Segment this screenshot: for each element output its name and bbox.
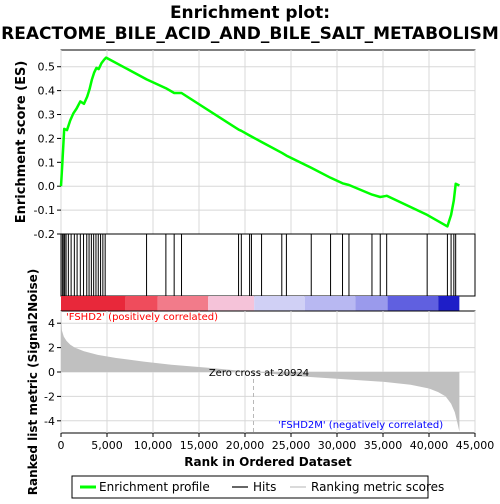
color-bar-segment: [438, 296, 460, 311]
es-panel: -0.2 -0.1 0.0 0.1 0.2 0.3 0.4 0.5 Enrichment sc…: [14, 49, 476, 241]
metric-y-tick-label: -2: [44, 390, 55, 403]
legend: Enrichment profile Hits Ranking metric s…: [71, 475, 444, 499]
x-tick-label: 25,000: [272, 439, 311, 452]
x-tick-label: 45,000: [456, 439, 495, 452]
x-tick-label: 35,000: [364, 439, 403, 452]
es-y-tick-label: 0.4: [38, 85, 56, 98]
metric-y-tick-label: -4: [44, 415, 55, 428]
x-tick-label: 40,000: [410, 439, 449, 452]
color-bar-segment: [125, 296, 158, 311]
negative-correlation-label: 'FSHD2M' (negatively correlated): [278, 420, 443, 431]
legend-label-ranking-metric: Ranking metric scores: [311, 480, 444, 494]
x-tick-label: 20,000: [226, 439, 265, 452]
x-tick-label: 0: [58, 439, 65, 452]
es-y-tick-label: 0.0: [38, 180, 56, 193]
x-axis-title: Rank in Ordered Dataset: [184, 455, 352, 469]
hit-markers: [61, 234, 457, 296]
color-bar-segment: [387, 296, 439, 311]
legend-box: [71, 475, 429, 499]
chart-title-line-2: REACTOME_BILE_ACID_AND_BILE_SALT_METABOL…: [1, 24, 499, 44]
legend-label-enrichment-profile: Enrichment profile: [99, 480, 210, 494]
x-tick-label: 30,000: [318, 439, 357, 452]
es-y-tick-label: 0.3: [38, 109, 56, 122]
color-bar-segment: [157, 296, 209, 311]
color-bar-segment: [304, 296, 356, 311]
metric-y-tick-label: 4: [48, 317, 55, 330]
es-y-axis-title: Enrichment score (ES): [14, 61, 29, 224]
metric-y-axis-title: Ranked list metric (Signal2Noise): [26, 269, 40, 496]
positive-correlation-label: 'FSHD2' (positively correlated): [66, 312, 218, 323]
metric-y-axis: -4 -2 0 2 4: [44, 317, 61, 428]
color-bar-segment: [355, 296, 388, 311]
es-panel-frame: [60, 49, 476, 235]
hits-panel-frame: [60, 233, 476, 297]
legend-label-hits: Hits: [253, 480, 276, 494]
x-tick-label: 5,000: [91, 439, 123, 452]
color-bar-segment: [61, 296, 126, 311]
zero-cross-label: Zero cross at 20924: [209, 368, 309, 379]
es-y-tick-label: 0.1: [38, 156, 56, 169]
color-bar-segment: [208, 296, 255, 311]
x-tick-label: 10,000: [134, 439, 173, 452]
es-y-tick-label: -0.2: [34, 228, 55, 241]
color-bar-segment: [254, 296, 305, 311]
rank-color-bar: [61, 296, 460, 311]
chart-title-line-1: Enrichment plot:: [170, 3, 330, 23]
es-y-tick-label: -0.1: [34, 204, 55, 217]
x-tick-label: 15,000: [180, 439, 219, 452]
metric-y-tick-label: 0: [48, 366, 55, 379]
es-y-tick-label: 0.5: [38, 61, 56, 74]
x-axis: 0 5,000 10,000 15,000 20,000 25,000 30,000 35,0…: [58, 433, 495, 452]
metric-y-tick-label: 2: [48, 342, 55, 355]
es-y-axis: -0.2 -0.1 0.0 0.1 0.2 0.3 0.4 0.5: [34, 61, 61, 241]
enrichment-profile-line: [59, 56, 460, 228]
hits-panel: [60, 233, 476, 297]
ranking-metric-area: [61, 312, 460, 432]
es-y-tick-label: 0.2: [38, 132, 56, 145]
